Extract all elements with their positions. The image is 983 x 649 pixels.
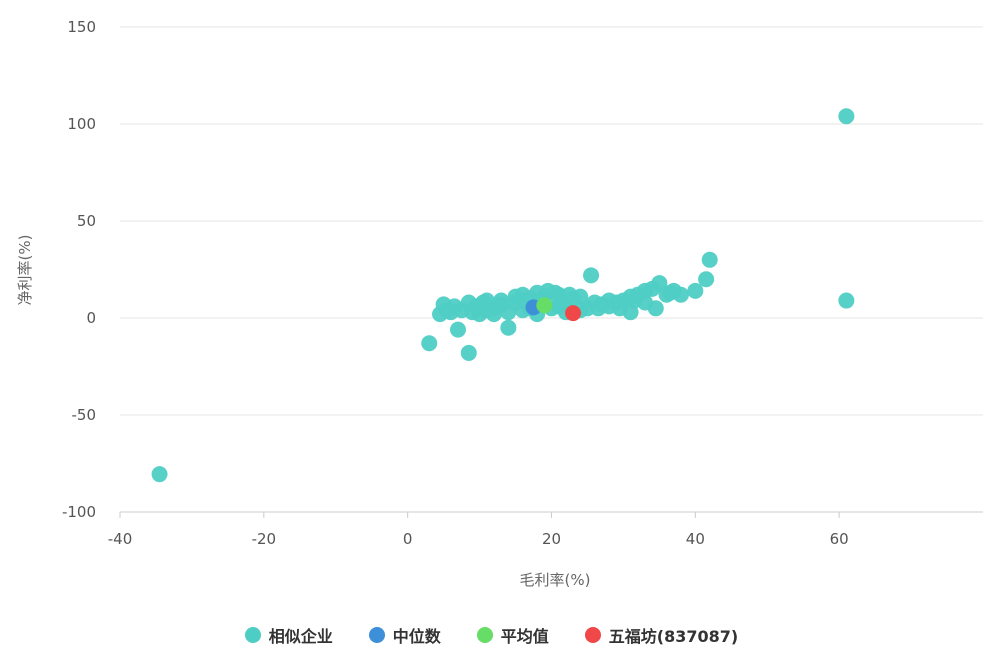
y-tick-label: -100 xyxy=(62,503,96,521)
scatter-point-similar[interactable] xyxy=(450,321,467,338)
x-tick-label: -40 xyxy=(108,530,133,548)
legend-label: 平均值 xyxy=(500,627,549,646)
scatter-point-similar[interactable] xyxy=(460,344,477,361)
scatter-point-similar[interactable] xyxy=(626,292,643,309)
scatter-point-similar[interactable] xyxy=(547,284,564,301)
scatter-point-similar[interactable] xyxy=(550,298,567,315)
legend-label: 相似企业 xyxy=(268,627,333,646)
x-tick-label: 60 xyxy=(830,530,849,548)
scatter-point-similar[interactable] xyxy=(611,300,628,317)
scatter-point-similar[interactable] xyxy=(701,251,718,268)
x-tick-label: 40 xyxy=(686,530,705,548)
legend-marker xyxy=(368,627,385,643)
scatter-point-similar[interactable] xyxy=(838,108,855,125)
legend-item[interactable]: 五福坊(837087) xyxy=(584,623,739,647)
scatter-point-similar[interactable] xyxy=(500,319,517,336)
scatter-point-mean[interactable] xyxy=(536,297,553,314)
tick-labels: 150 100 50 0 -50 -100 -40 -20 0 20 40 60 xyxy=(62,18,849,548)
y-tick-label: 50 xyxy=(77,212,96,230)
scatter-point-similar[interactable] xyxy=(151,466,168,483)
x-tick-label: 20 xyxy=(542,530,561,548)
data-points xyxy=(151,108,855,483)
scatter-point-similar[interactable] xyxy=(687,282,704,299)
scatter-point-similar[interactable] xyxy=(662,284,679,301)
legend: 相似企业 中位数 平均值 五福坊(837087) xyxy=(0,623,983,647)
legend-label: 中位数 xyxy=(392,627,441,646)
x-tick-label: -20 xyxy=(252,530,277,548)
scatter-point-similar[interactable] xyxy=(644,280,661,297)
y-tick-label: 0 xyxy=(86,309,96,327)
scatter-point-similar[interactable] xyxy=(475,294,492,311)
y-axis-title: 净利率(%) xyxy=(16,235,34,306)
scatter-point-similar[interactable] xyxy=(421,335,438,352)
y-tick-label: 100 xyxy=(67,115,96,133)
legend-item[interactable]: 相似企业 xyxy=(244,623,333,647)
scatter-point-similar[interactable] xyxy=(838,292,855,309)
legend-label: 五福坊(837087) xyxy=(608,627,739,646)
scatter-point-similar[interactable] xyxy=(489,298,506,315)
legend-marker xyxy=(476,627,493,643)
scatter-point-similar[interactable] xyxy=(561,286,578,303)
scatter-point-similar[interactable] xyxy=(593,296,610,313)
scatter-point-similar[interactable] xyxy=(583,267,600,284)
scatter-point-similar[interactable] xyxy=(446,298,463,315)
scatter-point-similar[interactable] xyxy=(698,271,715,288)
y-tick-label: 150 xyxy=(67,18,96,36)
scatter-point-target[interactable] xyxy=(565,305,582,322)
legend-marker xyxy=(584,627,601,643)
scatter-chart: 150 100 50 0 -50 -100 -40 -20 0 20 40 60 毛利率(%) 净利率… xyxy=(16,18,983,589)
x-tick-label: 0 xyxy=(403,530,413,548)
y-tick-label: -50 xyxy=(72,406,97,424)
legend-item[interactable]: 中位数 xyxy=(368,623,441,647)
legend-item[interactable]: 平均值 xyxy=(476,623,549,647)
grid-lines xyxy=(119,26,983,518)
x-axis-title: 毛利率(%) xyxy=(520,571,591,589)
legend-marker xyxy=(244,627,261,643)
